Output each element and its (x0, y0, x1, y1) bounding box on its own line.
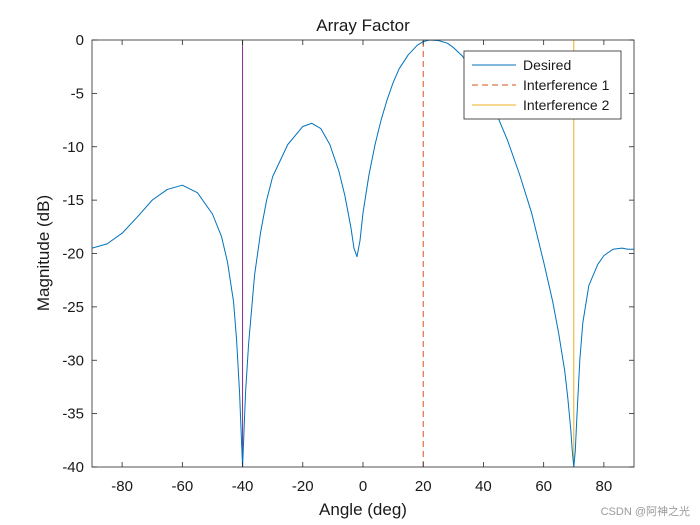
y-tick-label: -30 (62, 352, 84, 369)
y-tick-label: 0 (76, 32, 84, 49)
x-tick-label: 0 (359, 478, 367, 495)
watermark-text: CSDN @阿神之光 (601, 504, 690, 518)
y-tick-label: -20 (62, 246, 84, 263)
x-axis-label: Angle (deg) (319, 500, 407, 519)
chart-title: Array Factor (316, 16, 410, 35)
y-tick-label: -40 (62, 459, 84, 476)
x-tick-label: 60 (535, 478, 552, 495)
x-tick-label: 40 (475, 478, 492, 495)
y-tick-label: -10 (62, 139, 84, 156)
legend-box (463, 50, 622, 120)
y-axis-label: Magnitude (dB) (34, 195, 53, 311)
x-tick-label: -40 (232, 478, 254, 495)
y-tick-label: -25 (62, 299, 84, 316)
legend-label-desired: Desired (523, 57, 571, 73)
x-tick-label: -20 (292, 478, 314, 495)
x-tick-label: 20 (415, 478, 432, 495)
x-tick-label: 80 (596, 478, 613, 495)
y-tick-label: -15 (62, 192, 84, 209)
x-tick-label: -60 (171, 478, 193, 495)
legend-label-interference-1: Interference 1 (523, 77, 610, 93)
y-tick-label: -5 (71, 85, 84, 102)
x-tick-label: -80 (111, 478, 133, 495)
legend-label-interference-2: Interference 2 (523, 97, 610, 113)
y-tick-label: -35 (62, 406, 84, 423)
legend: Desired Interference 1 Interference 2 (463, 50, 622, 120)
series-line-desired (92, 40, 634, 467)
